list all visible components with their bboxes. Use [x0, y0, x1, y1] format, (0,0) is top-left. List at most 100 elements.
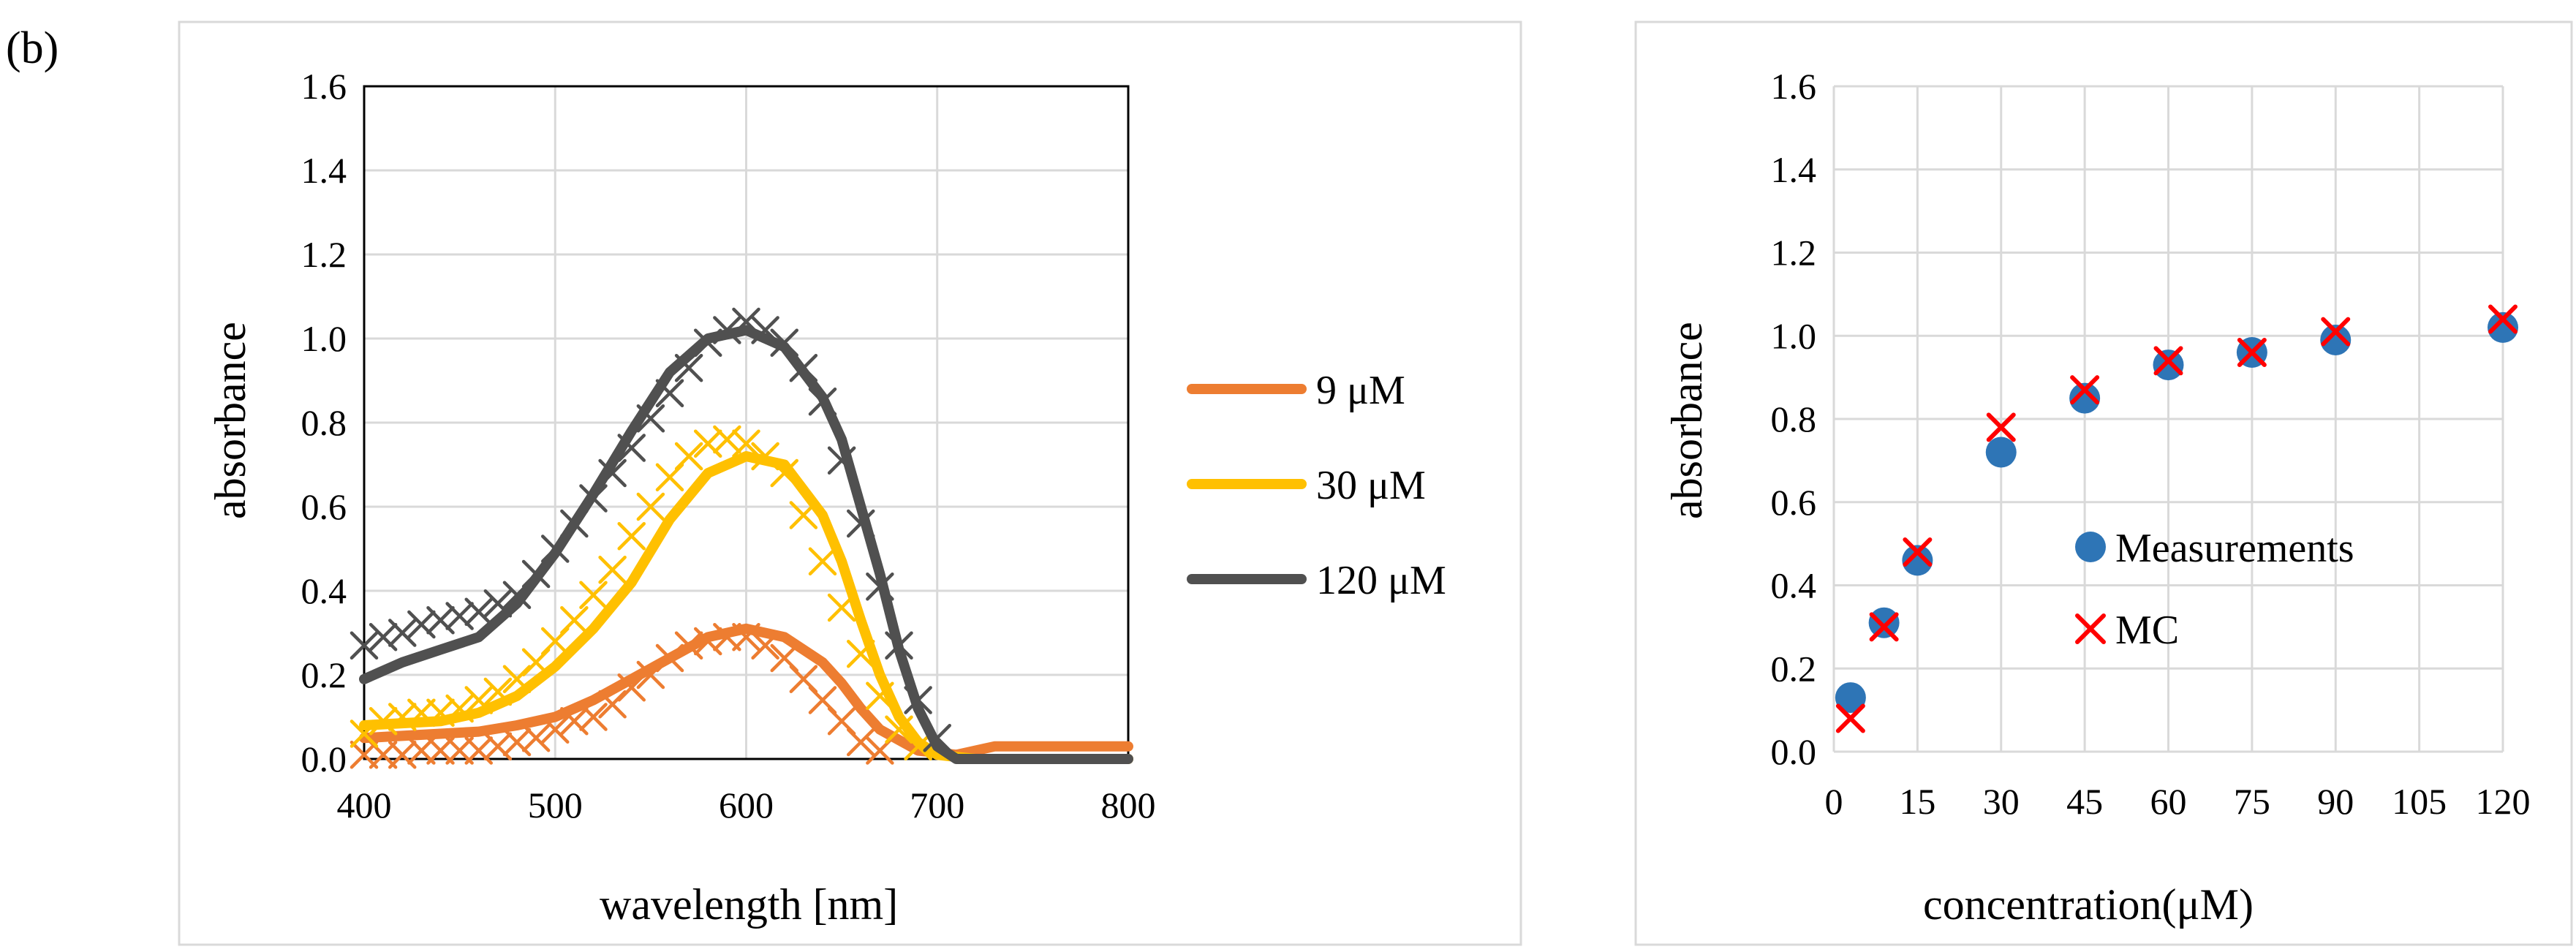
- data-point-measurement: [2488, 311, 2518, 343]
- spectra-y-tick-label: 1.6: [301, 66, 347, 107]
- legend-label-120uM: 120 μM: [1316, 558, 1446, 603]
- concentration-y-tick-label: 1.0: [1771, 315, 1817, 356]
- data-point-mc: [2070, 375, 2100, 405]
- data-point-120m-stroke: [388, 619, 417, 647]
- concentration-series: [1835, 304, 2518, 733]
- data-point-mc-stroke: [2153, 346, 2183, 376]
- data-point-120m: [426, 606, 455, 635]
- spectra-x-tick-label: 500: [528, 785, 583, 826]
- data-point-120m-stroke: [655, 379, 684, 407]
- data-point-120m-stroke: [674, 354, 703, 382]
- concentration-y-tick-label: 0.6: [1771, 482, 1817, 523]
- data-point-9m-stroke: [388, 741, 417, 769]
- data-point-9m-stroke: [847, 728, 875, 757]
- data-point-9m-stroke: [827, 707, 856, 736]
- data-point-9m-stroke: [502, 728, 532, 757]
- data-point-9m: [407, 736, 436, 765]
- series-line-120m: [359, 325, 1133, 764]
- concentration-x-tick-label: 120: [2476, 781, 2531, 822]
- data-point-30m-stroke: [808, 547, 837, 575]
- spectra-plot-border: [363, 85, 1130, 760]
- data-point-9m-stroke: [521, 724, 551, 752]
- concentration-x-ticks: 0 15 30 45 60 75 90 105 120: [1825, 781, 2531, 822]
- data-point-9m: [483, 732, 513, 760]
- concentration-y-tick-label: 0.4: [1771, 565, 1817, 606]
- data-point-9m-stroke: [560, 707, 589, 736]
- concentration-y-tick-label: 0.0: [1771, 731, 1817, 772]
- spectra-x-tick-label: 700: [910, 785, 964, 826]
- spectra-y-axis-title: absorbance: [206, 322, 254, 519]
- data-point-30m: [579, 581, 608, 609]
- series-line-30m: [359, 451, 1133, 764]
- data-point-mc-stroke: [2488, 304, 2518, 334]
- data-point-mc-stroke: [1986, 412, 2016, 442]
- spectra-legend: 9 μM 30 μM 120 μM: [1187, 368, 1446, 603]
- data-point-30m-stroke: [732, 429, 760, 458]
- concentration-y-tick-label: 0.2: [1771, 648, 1817, 689]
- data-point-mc-stroke: [2070, 375, 2100, 405]
- data-point-mc-stroke: [1835, 703, 1865, 733]
- data-point-mc: [1869, 612, 1899, 642]
- markers-120m: [350, 307, 951, 752]
- data-point-9m-stroke: [789, 665, 818, 693]
- data-point-30m: [713, 425, 741, 454]
- data-point-mc-stroke: [1869, 612, 1899, 642]
- data-point-30m: [636, 492, 665, 521]
- data-point-measurement: [1985, 437, 2017, 468]
- data-point-mc: [1903, 537, 1933, 567]
- data-point-120m-stroke: [617, 434, 646, 462]
- concentration-x-tick-label: 105: [2392, 781, 2447, 822]
- data-point-120m: [350, 631, 379, 660]
- data-point-mc: [2488, 304, 2518, 334]
- spectra-y-tick-label: 1.4: [301, 150, 347, 191]
- data-point-9m-stroke: [445, 736, 474, 765]
- data-point-9m-stroke: [483, 732, 513, 760]
- data-point-measurement: [1902, 545, 1933, 576]
- data-point-120m-stroke: [369, 623, 398, 651]
- spectra-y-tick-label: 0.2: [301, 654, 347, 695]
- data-point-9m-stroke: [579, 703, 608, 731]
- data-point-30m-stroke: [579, 581, 608, 609]
- data-point-30m-stroke: [464, 686, 493, 714]
- data-point-9m: [388, 741, 417, 769]
- data-point-9m: [521, 724, 551, 752]
- concentration-chart: 0.0 0.2 0.4 0.6 0.8 1.0 1.2 1.4 1.6 0 15 30 45 60 75 9…: [1663, 66, 2531, 929]
- concentration-gridlines: [1832, 85, 2504, 753]
- data-point-9m-stroke: [407, 736, 436, 765]
- spectra-y-tick-label: 0.8: [301, 402, 347, 443]
- legend-x-mark: [2075, 613, 2106, 644]
- spectra-x-tick-label: 400: [337, 785, 392, 826]
- data-point-mc: [2321, 317, 2351, 347]
- data-point-30m: [674, 442, 703, 471]
- spectra-y-ticks: 0.0 0.2 0.4 0.6 0.8 1.0 1.2 1.4 1.6: [301, 66, 347, 779]
- data-point-measurement: [2153, 350, 2184, 381]
- legend-marker-mc: [2075, 613, 2106, 644]
- concentration-x-tick-label: 30: [1983, 781, 2020, 822]
- legend-x-mark-stroke: [2075, 613, 2106, 644]
- data-point-30m: [617, 522, 646, 551]
- concentration-y-axis-title: absorbance: [1663, 322, 1711, 519]
- left-panel-frame: [178, 20, 1522, 946]
- markers-9m: [350, 623, 894, 769]
- data-point-9m: [350, 741, 379, 769]
- data-point-9m: [445, 736, 474, 765]
- data-point-120m-stroke: [426, 606, 455, 635]
- series-measurements: [1835, 311, 2518, 714]
- concentration-x-tick-label: 60: [2150, 781, 2187, 822]
- spectra-y-tick-label: 0.0: [301, 738, 347, 779]
- spectra-x-axis-title: wavelength [nm]: [600, 880, 898, 929]
- data-point-120m-stroke: [445, 602, 474, 630]
- data-point-mc: [2237, 338, 2267, 367]
- concentration-x-tick-label: 75: [2234, 781, 2270, 822]
- data-point-9m: [426, 736, 455, 765]
- panel-label: (b): [6, 23, 58, 73]
- concentration-y-tick-label: 1.4: [1771, 149, 1817, 190]
- concentration-x-tick-label: 15: [1899, 781, 1935, 822]
- data-point-120m-stroke: [464, 597, 493, 626]
- concentration-y-tick-label: 1.2: [1771, 233, 1817, 273]
- legend-label-mc: MC: [2115, 608, 2179, 653]
- spectra-y-tick-label: 1.2: [301, 234, 347, 275]
- data-point-30m-stroke: [598, 556, 627, 584]
- legend-marker-measurements: [2075, 532, 2106, 562]
